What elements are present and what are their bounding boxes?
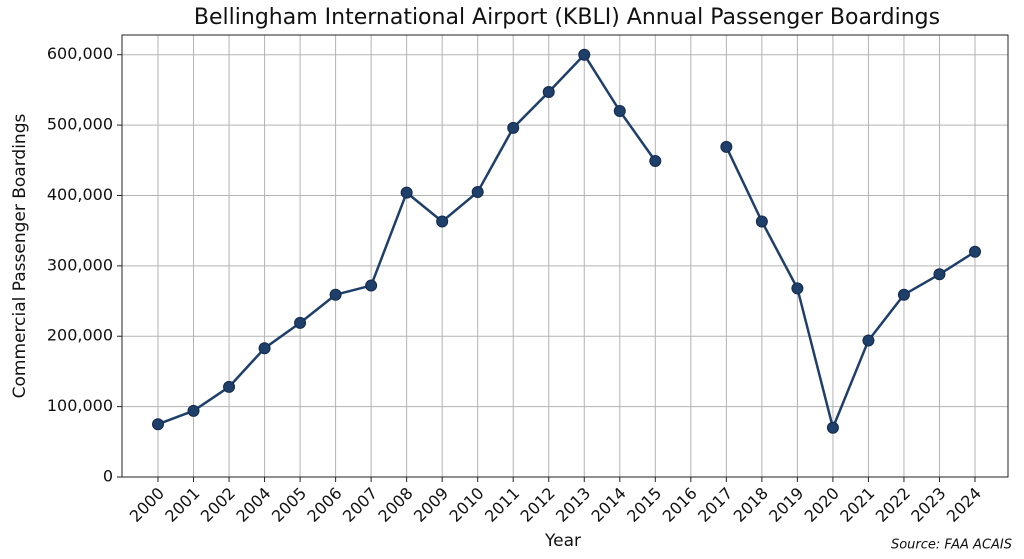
y-axis-label: Commercial Passenger Boardings <box>10 114 30 399</box>
data-point <box>258 342 271 355</box>
data-point <box>436 215 449 228</box>
data-point <box>969 245 981 258</box>
y-tick-label: 300,000 <box>47 255 113 274</box>
data-point <box>720 140 733 153</box>
chart-title: Bellingham International Airport (KBLI) … <box>194 5 940 30</box>
y-tick-label: 200,000 <box>47 326 113 345</box>
data-point <box>294 316 307 329</box>
data-point <box>400 186 413 199</box>
data-point <box>649 154 662 167</box>
plot-frame <box>121 34 1009 478</box>
data-point <box>862 334 875 347</box>
x-axis-label: Year <box>544 531 581 551</box>
data-point <box>471 185 484 198</box>
source-note: Source: FAA ACAIS <box>891 538 1012 553</box>
data-point <box>791 282 804 295</box>
series-line <box>725 146 976 429</box>
data-point <box>542 86 555 99</box>
data-point <box>826 421 839 434</box>
data-point <box>755 215 768 228</box>
data-point <box>223 380 236 393</box>
y-tick-label: 400,000 <box>47 185 113 204</box>
y-tick-label: 500,000 <box>47 115 113 134</box>
y-tick-label: 0 <box>103 467 113 486</box>
data-point <box>578 48 591 61</box>
data-point <box>329 288 342 301</box>
data-point <box>933 268 946 281</box>
data-point <box>187 404 200 417</box>
y-tick-label: 600,000 <box>47 44 113 63</box>
data-point <box>152 418 164 431</box>
y-tick-label: 100,000 <box>47 396 113 415</box>
data-point <box>897 288 910 301</box>
data-point <box>507 121 520 134</box>
data-point <box>613 105 626 118</box>
data-point <box>365 279 378 292</box>
